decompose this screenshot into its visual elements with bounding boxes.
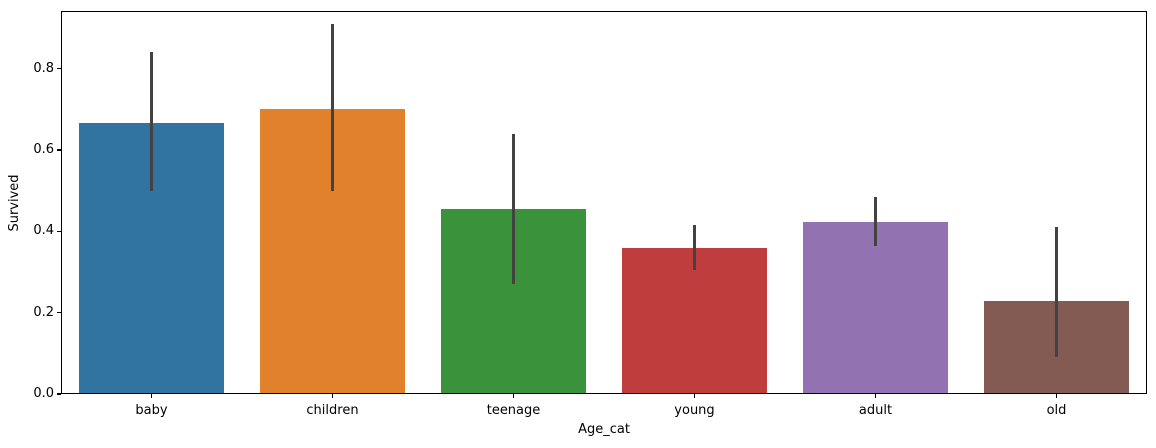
x-tick-mark [512,394,515,398]
y-tick-label: 0.0 [33,386,54,401]
errorbar-old [1054,227,1059,358]
errorbar-teenage [511,133,516,285]
y-tick-label: 0.4 [33,223,54,239]
x-tick-label-children: children [306,403,359,418]
errorbar-adult [873,196,878,246]
y-tick-label: 0.2 [33,304,54,320]
errorbar-baby [149,52,154,191]
x-axis-label: Age_cat [578,422,630,437]
x-tick-mark [693,394,696,398]
y-tick-mark [57,68,61,70]
y-tick-mark [57,393,61,395]
y-axis-label: Survived [7,173,22,232]
x-tick-mark [331,394,334,398]
errorbar-young [692,225,697,270]
x-tick-mark [874,394,877,398]
y-tick-label: 0.8 [33,60,54,76]
x-tick-label-adult: adult [858,403,893,418]
y-tick-mark [57,149,61,151]
x-tick-mark [1055,394,1058,398]
x-tick-label-baby: baby [135,403,168,418]
bar-adult [803,222,948,394]
y-tick-mark [57,230,61,232]
x-tick-label-teenage: teenage [486,403,541,418]
x-tick-label-young: young [674,403,715,418]
bar-young [622,248,767,394]
x-tick-mark [150,394,153,398]
x-tick-label-old: old [1046,403,1067,418]
errorbar-children [330,24,335,191]
y-tick-mark [57,312,61,314]
y-tick-label: 0.6 [33,142,54,158]
